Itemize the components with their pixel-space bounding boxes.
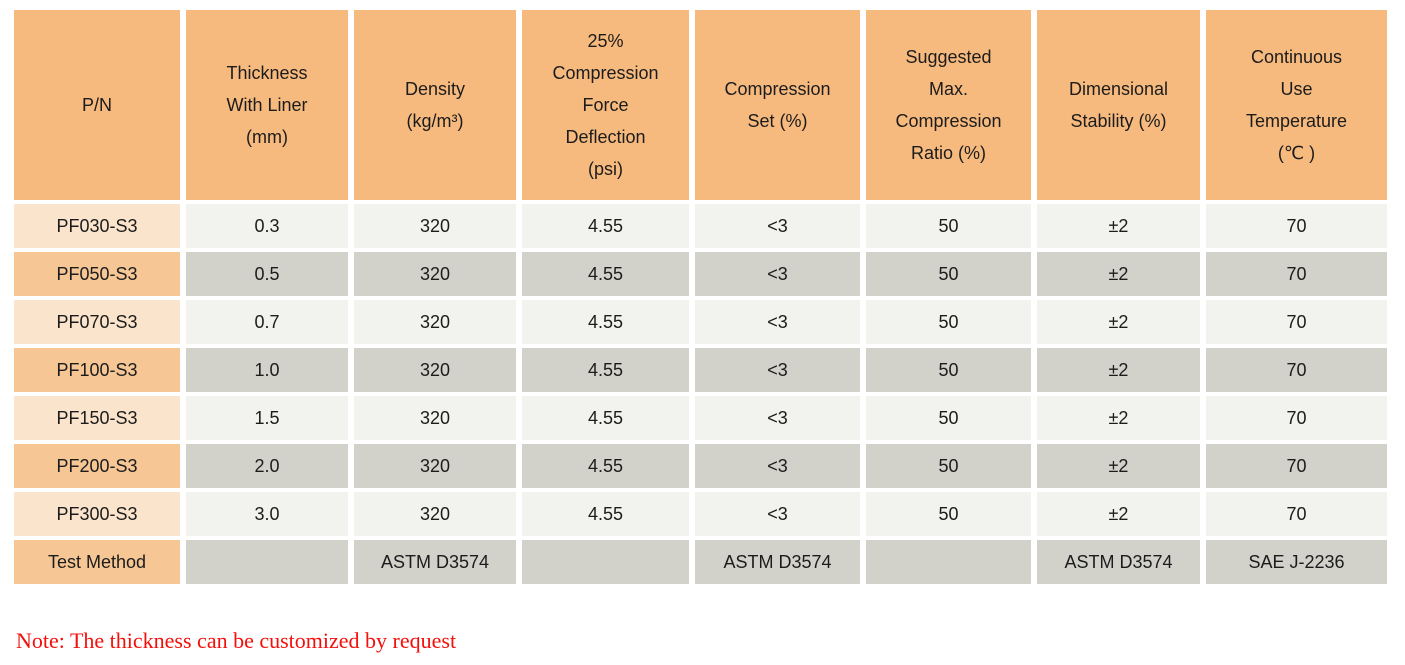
table-row: PF050-S3 0.5 320 4.55 <3 50 ±2 70 bbox=[14, 252, 1387, 296]
data-cell: <3 bbox=[695, 300, 860, 344]
data-cell: ASTM D3574 bbox=[695, 540, 860, 584]
data-cell: 320 bbox=[354, 252, 516, 296]
data-cell: <3 bbox=[695, 444, 860, 488]
data-cell: 4.55 bbox=[522, 204, 689, 248]
data-cell: ASTM D3574 bbox=[1037, 540, 1200, 584]
data-cell: 320 bbox=[354, 492, 516, 536]
data-cell: 4.55 bbox=[522, 252, 689, 296]
note-text: Note: The thickness can be customized by… bbox=[16, 628, 457, 653]
data-cell: 50 bbox=[866, 204, 1031, 248]
data-cell: 0.3 bbox=[186, 204, 348, 248]
table-row: PF070-S3 0.7 320 4.55 <3 50 ±2 70 bbox=[14, 300, 1387, 344]
data-cell bbox=[186, 540, 348, 584]
column-header: 25% Compression Force Deflection (psi) bbox=[522, 10, 689, 200]
header-row: P/N Thickness With Liner (mm) Density (kg/… bbox=[14, 10, 1387, 200]
column-header: Suggested Max. Compression Ratio (%) bbox=[866, 10, 1031, 200]
data-cell: ±2 bbox=[1037, 492, 1200, 536]
data-cell: ±2 bbox=[1037, 300, 1200, 344]
data-cell: 70 bbox=[1206, 300, 1387, 344]
pn-cell: PF070-S3 bbox=[14, 300, 180, 344]
data-cell: 1.5 bbox=[186, 396, 348, 440]
data-cell: SAE J-2236 bbox=[1206, 540, 1387, 584]
column-header: Density (kg/m³) bbox=[354, 10, 516, 200]
data-cell: ASTM D3574 bbox=[354, 540, 516, 584]
data-cell: 4.55 bbox=[522, 396, 689, 440]
data-cell: 4.55 bbox=[522, 492, 689, 536]
data-cell: ±2 bbox=[1037, 252, 1200, 296]
pn-cell: PF300-S3 bbox=[14, 492, 180, 536]
data-cell: <3 bbox=[695, 204, 860, 248]
data-cell: 50 bbox=[866, 300, 1031, 344]
data-cell: ±2 bbox=[1037, 204, 1200, 248]
data-cell: 320 bbox=[354, 348, 516, 392]
data-cell: 1.0 bbox=[186, 348, 348, 392]
data-cell: <3 bbox=[695, 396, 860, 440]
data-cell: 70 bbox=[1206, 444, 1387, 488]
data-cell: 320 bbox=[354, 300, 516, 344]
data-cell: 320 bbox=[354, 396, 516, 440]
product-spec-table: P/N Thickness With Liner (mm) Density (kg/… bbox=[8, 6, 1393, 588]
data-cell bbox=[866, 540, 1031, 584]
column-header: Thickness With Liner (mm) bbox=[186, 10, 348, 200]
pn-cell: PF030-S3 bbox=[14, 204, 180, 248]
column-header: Dimensional Stability (%) bbox=[1037, 10, 1200, 200]
data-cell: ±2 bbox=[1037, 444, 1200, 488]
data-cell: 70 bbox=[1206, 492, 1387, 536]
pn-cell: PF200-S3 bbox=[14, 444, 180, 488]
data-cell: 2.0 bbox=[186, 444, 348, 488]
row-label-cell: Test Method bbox=[14, 540, 180, 584]
data-cell: 320 bbox=[354, 444, 516, 488]
data-cell: 3.0 bbox=[186, 492, 348, 536]
data-cell: 50 bbox=[866, 348, 1031, 392]
data-cell: 0.7 bbox=[186, 300, 348, 344]
data-cell: 4.55 bbox=[522, 348, 689, 392]
table-row: PF200-S3 2.0 320 4.55 <3 50 ±2 70 bbox=[14, 444, 1387, 488]
data-cell: 70 bbox=[1206, 348, 1387, 392]
data-cell: 70 bbox=[1206, 204, 1387, 248]
data-cell: 50 bbox=[866, 444, 1031, 488]
pn-cell: PF100-S3 bbox=[14, 348, 180, 392]
table-row: PF100-S3 1.0 320 4.55 <3 50 ±2 70 bbox=[14, 348, 1387, 392]
data-cell: ±2 bbox=[1037, 348, 1200, 392]
data-cell: 70 bbox=[1206, 396, 1387, 440]
table-row: PF150-S3 1.5 320 4.55 <3 50 ±2 70 bbox=[14, 396, 1387, 440]
data-cell: <3 bbox=[695, 492, 860, 536]
data-cell: 4.55 bbox=[522, 444, 689, 488]
column-header: Continuous Use Temperature (℃ ) bbox=[1206, 10, 1387, 200]
data-cell bbox=[522, 540, 689, 584]
table-row: PF030-S3 0.3 320 4.55 <3 50 ±2 70 bbox=[14, 204, 1387, 248]
pn-cell: PF150-S3 bbox=[14, 396, 180, 440]
data-cell: 0.5 bbox=[186, 252, 348, 296]
data-cell: 50 bbox=[866, 396, 1031, 440]
test-method-row: Test Method ASTM D3574 ASTM D3574 ASTM D357… bbox=[14, 540, 1387, 584]
data-cell: 4.55 bbox=[522, 300, 689, 344]
data-cell: 70 bbox=[1206, 252, 1387, 296]
data-cell: 50 bbox=[866, 492, 1031, 536]
column-header: Compression Set (%) bbox=[695, 10, 860, 200]
data-cell: ±2 bbox=[1037, 396, 1200, 440]
data-cell: 320 bbox=[354, 204, 516, 248]
data-cell: 50 bbox=[866, 252, 1031, 296]
data-cell: <3 bbox=[695, 348, 860, 392]
column-header: P/N bbox=[14, 10, 180, 200]
data-cell: <3 bbox=[695, 252, 860, 296]
table-row: PF300-S3 3.0 320 4.55 <3 50 ±2 70 bbox=[14, 492, 1387, 536]
pn-cell: PF050-S3 bbox=[14, 252, 180, 296]
